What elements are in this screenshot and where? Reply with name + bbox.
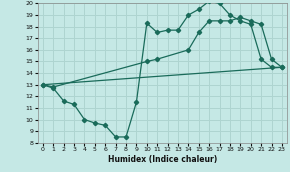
X-axis label: Humidex (Indice chaleur): Humidex (Indice chaleur) — [108, 155, 217, 164]
